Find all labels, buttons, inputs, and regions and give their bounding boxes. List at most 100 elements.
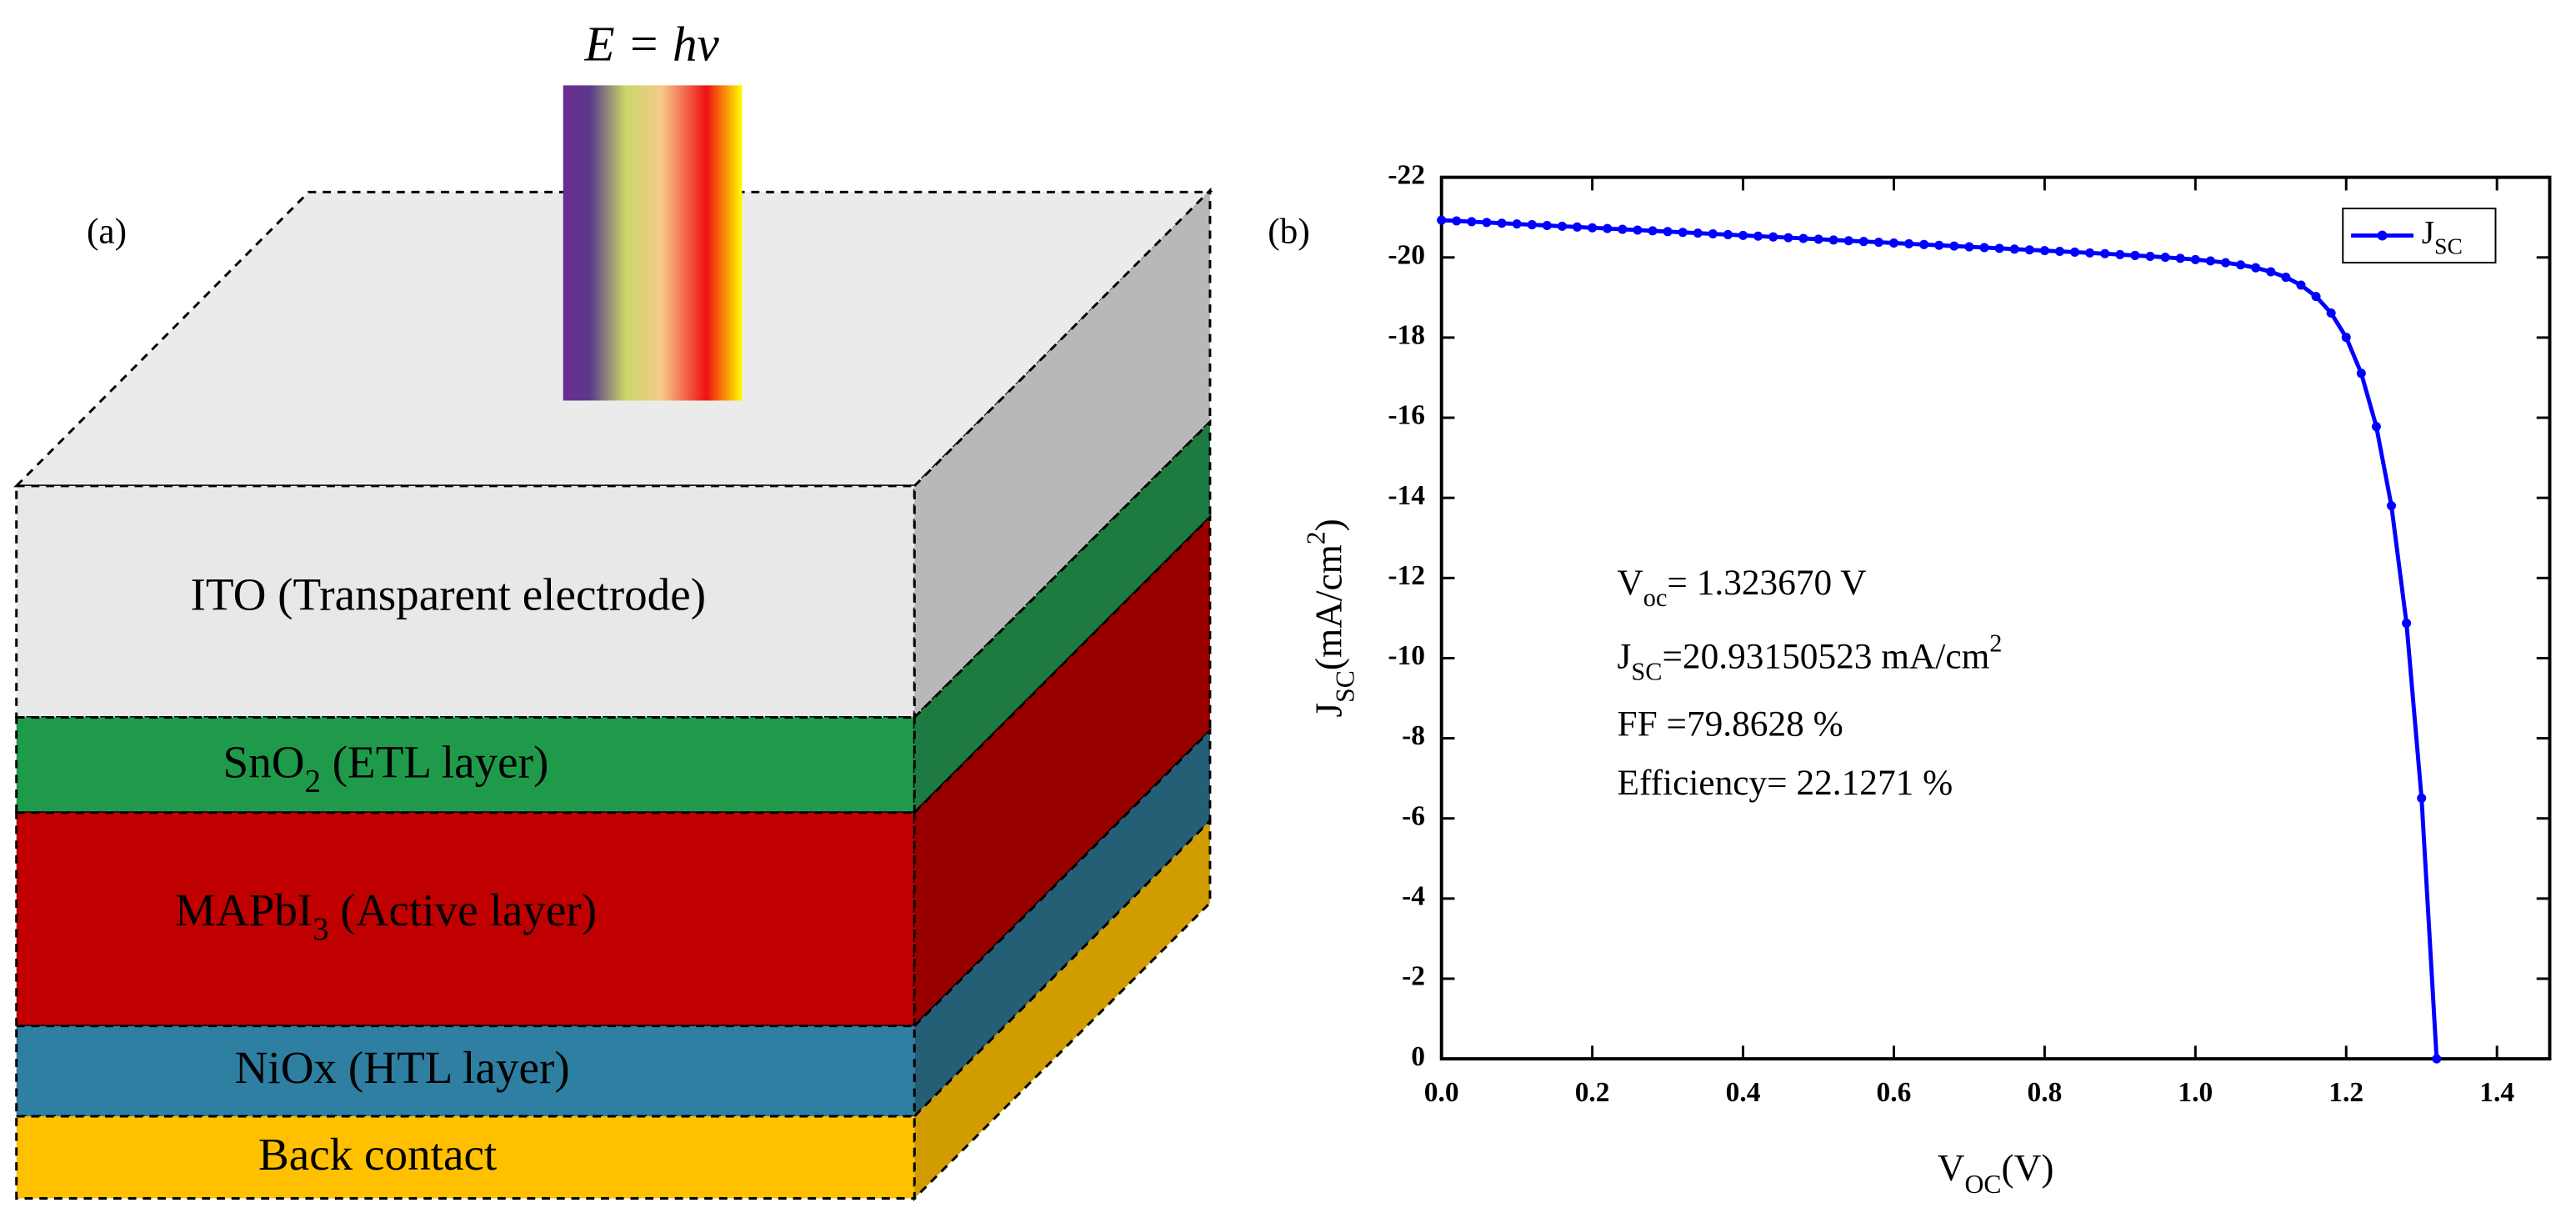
x-axis-label: VOC(V): [1938, 1147, 2054, 1198]
data-point: [1783, 233, 1793, 243]
x-tick-label: 1.0: [2178, 1077, 2213, 1108]
data-point: [1497, 218, 1507, 228]
data-point: [1678, 228, 1688, 238]
y-tick-label: -20: [1388, 239, 1425, 270]
layer-side: [913, 817, 1212, 1202]
y-tick-label: -10: [1388, 640, 1425, 671]
panel-label: (a): [87, 212, 127, 252]
data-point: [1482, 218, 1492, 228]
data-point: [1964, 242, 1974, 252]
data-point: [1843, 236, 1853, 246]
y-axis-label-part: 2: [1301, 531, 1330, 544]
layer-label-part: SnO: [223, 736, 305, 787]
data-point: [2266, 267, 2276, 277]
x-tick-label: 0.8: [2027, 1077, 2062, 1108]
data-point: [2402, 619, 2412, 629]
y-tick-label: -22: [1388, 159, 1425, 190]
data-point: [1467, 217, 1477, 227]
data-point: [2039, 246, 2049, 256]
annotation-part: 2: [1989, 629, 2002, 658]
data-point: [2251, 263, 2261, 273]
layer-label-part: NiOx (HTL layer): [235, 1042, 570, 1093]
legend-label-part: SC: [2434, 233, 2463, 258]
data-point: [1723, 229, 1733, 239]
data-point: [2386, 501, 2397, 511]
x-axis-label-part: OC: [1964, 1170, 2001, 1199]
annotation: Voc= 1.323670 V: [1617, 563, 1866, 612]
x-tick-label: 1.2: [2328, 1077, 2363, 1108]
data-point: [2311, 292, 2321, 302]
y-tick-label: 0: [1411, 1041, 1425, 1072]
y-tick-label: -18: [1388, 320, 1425, 351]
layer-label: MAPbI3 (Active layer): [175, 884, 597, 946]
annotation-part: SC: [1631, 658, 1662, 686]
annotation: FF =79.8628 %: [1617, 704, 1843, 744]
data-point: [1573, 222, 1583, 232]
layer-label-part: MAPbI: [175, 884, 313, 935]
annotation: Efficiency= 22.1271 %: [1617, 763, 1953, 803]
device-diagram: (a) E = hv: [13, 17, 1213, 1202]
data-point: [2175, 253, 2185, 263]
data-point: [2205, 256, 2215, 266]
y-tick-label: -16: [1388, 400, 1425, 431]
layer-label-part: (ETL layer): [321, 736, 548, 787]
data-point: [2160, 253, 2170, 263]
data-point: [1798, 233, 1808, 243]
data-point: [1527, 220, 1537, 230]
y-axis-label-part: J: [1308, 703, 1350, 718]
layer-label-part: ITO (Transparent electrode): [191, 569, 707, 619]
plot-frame: [1439, 175, 2552, 1061]
data-point: [1753, 231, 1763, 241]
data-point: [1858, 237, 1868, 247]
data-point: [2009, 244, 2019, 254]
data-point: [2417, 793, 2427, 803]
light-beam: [563, 85, 743, 401]
data-point: [2024, 245, 2034, 255]
data-point: [2190, 254, 2200, 264]
data-point: [2341, 333, 2351, 343]
data-point: [1738, 230, 1748, 240]
data-point: [1919, 239, 1929, 249]
data-point: [2220, 258, 2231, 268]
data-point: [2296, 280, 2306, 290]
y-tick-label: -4: [1402, 881, 1425, 912]
data-point: [1633, 225, 1643, 235]
x-tick-label: 1.4: [2479, 1077, 2514, 1108]
data-point: [2070, 247, 2080, 257]
y-tick-label: -14: [1388, 480, 1425, 511]
x-axis-label-part: (V): [2002, 1147, 2054, 1189]
data-point: [2326, 308, 2336, 318]
data-point: [2100, 248, 2110, 258]
data-point: [2130, 250, 2140, 260]
data-point: [1693, 228, 1703, 238]
annotation-part: J: [1617, 637, 1631, 677]
layer-label: ITO (Transparent electrode): [191, 569, 707, 619]
data-point: [2281, 273, 2291, 283]
data-point: [1437, 215, 1447, 225]
layer-label-part: 2: [305, 764, 321, 799]
data-point: [1708, 229, 1718, 239]
annotation-part: = 1.323670 V: [1667, 563, 1866, 603]
annotation-part: Efficiency= 22.1271 %: [1617, 763, 1953, 803]
data-point: [1663, 227, 1673, 237]
data-point: [1994, 243, 2004, 253]
annotation: JSC=20.93150523 mA/cm2: [1617, 629, 2002, 686]
data-point: [2432, 1054, 2442, 1064]
x-tick-label: 0.6: [1877, 1077, 1912, 1108]
data-point: [1768, 232, 1778, 242]
layer-front: [15, 811, 916, 1028]
layer-side: [913, 187, 1212, 721]
legend-marker: [2377, 230, 2388, 241]
data-point: [1888, 238, 1898, 248]
data-point: [1588, 223, 1598, 233]
layer-label-part: 3: [313, 912, 328, 947]
y-tick-label: -2: [1402, 961, 1425, 992]
data-point: [2054, 247, 2064, 257]
data-point: [1813, 234, 1823, 244]
annotation-part: =20.93150523 mA/cm: [1662, 637, 1989, 677]
data-point: [1934, 240, 1944, 250]
data-point: [1603, 223, 1613, 233]
data-point: [2145, 251, 2155, 262]
